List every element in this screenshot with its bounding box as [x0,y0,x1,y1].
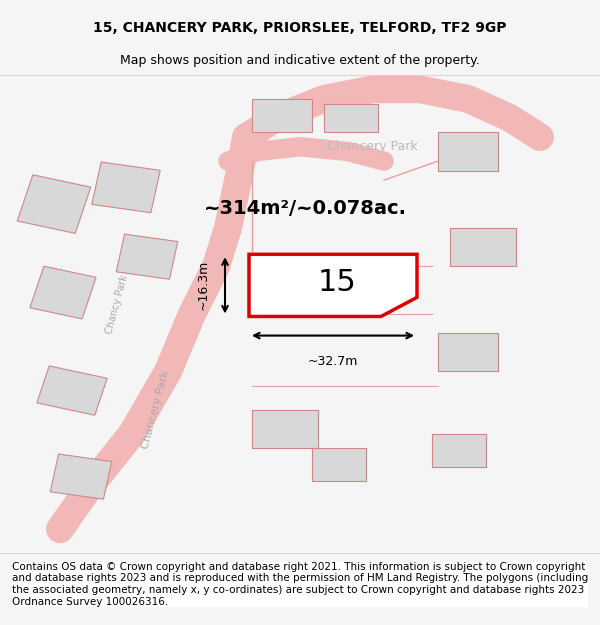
Text: 15: 15 [317,269,356,298]
Text: Chancy Park: Chancy Park [104,274,130,335]
FancyBboxPatch shape [312,448,366,481]
FancyBboxPatch shape [438,132,498,171]
Text: Chancery Park: Chancery Park [141,369,171,450]
FancyBboxPatch shape [30,266,96,319]
FancyBboxPatch shape [252,410,318,448]
FancyBboxPatch shape [324,104,378,132]
Text: Chancery Park: Chancery Park [326,140,418,153]
FancyBboxPatch shape [116,234,178,279]
Text: Map shows position and indicative extent of the property.: Map shows position and indicative extent… [120,54,480,67]
FancyBboxPatch shape [432,434,486,467]
FancyBboxPatch shape [438,333,498,371]
Text: ~16.3m: ~16.3m [197,260,210,311]
FancyBboxPatch shape [37,366,107,415]
FancyBboxPatch shape [50,454,112,499]
Text: ~32.7m: ~32.7m [308,355,358,367]
Text: 15, CHANCERY PARK, PRIORSLEE, TELFORD, TF2 9GP: 15, CHANCERY PARK, PRIORSLEE, TELFORD, T… [93,21,507,35]
Polygon shape [249,254,417,316]
FancyBboxPatch shape [92,162,160,212]
FancyBboxPatch shape [450,228,516,266]
Text: ~314m²/~0.078ac.: ~314m²/~0.078ac. [204,199,407,218]
FancyBboxPatch shape [252,99,312,132]
FancyBboxPatch shape [17,175,91,233]
Text: Contains OS data © Crown copyright and database right 2021. This information is : Contains OS data © Crown copyright and d… [12,562,588,606]
